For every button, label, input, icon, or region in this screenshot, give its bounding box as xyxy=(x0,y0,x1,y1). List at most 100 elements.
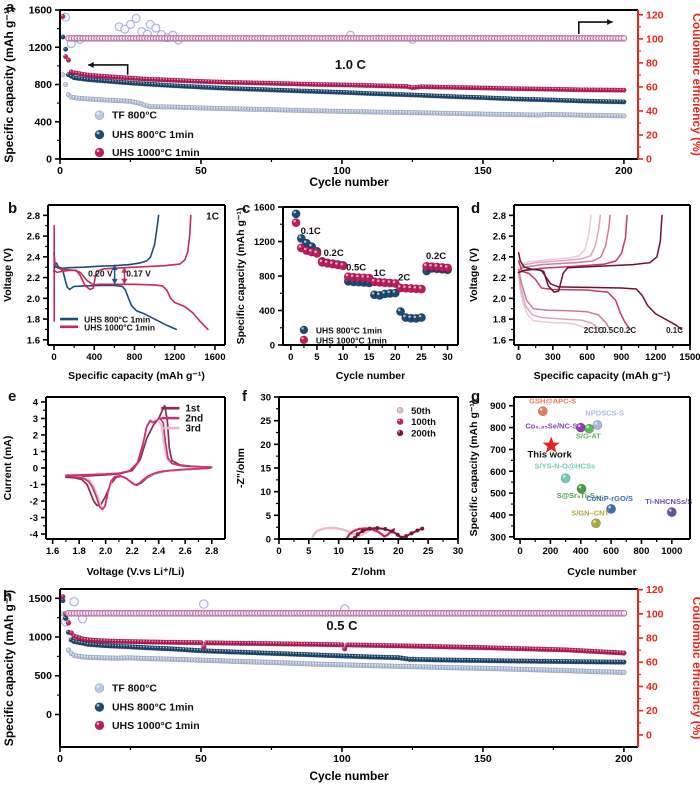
panel-e: e 1.6 1.8 2.0 2.2 2.4 2.6 2.8 -4 -3 -2 -1 0 1 2 3 4 Volt… xyxy=(0,385,233,581)
svg-text:0: 0 xyxy=(517,546,522,557)
svg-text:0: 0 xyxy=(276,546,281,557)
svg-text:120: 120 xyxy=(646,584,664,596)
svg-text:800: 800 xyxy=(127,352,143,363)
svg-text:TF 800°C: TF 800°C xyxy=(112,683,157,695)
svg-text:60: 60 xyxy=(646,657,658,669)
axes-g: 0 200 400 600 800 1000 300 400 500 600 700 800 900 Cy… xyxy=(468,396,691,578)
svg-text:500: 500 xyxy=(490,489,506,500)
svg-text:0: 0 xyxy=(46,154,52,166)
comparison-point-conip-rgo-s: CoNiP-rGO/S xyxy=(586,494,633,514)
svg-text:5: 5 xyxy=(314,352,320,363)
annotations-d: 2C 1C0.5C 0.2C 0.1C xyxy=(584,326,683,335)
svg-text:1.6: 1.6 xyxy=(46,546,59,557)
svg-text:2C: 2C xyxy=(398,272,410,283)
series-d-05c-discharge xyxy=(517,268,611,331)
series-cv-2nd xyxy=(65,417,213,511)
svg-text:1.8: 1.8 xyxy=(27,315,40,326)
series-cap-tf800 xyxy=(60,72,627,119)
panel-letter-d: d xyxy=(471,200,481,217)
series-uhs800-charge xyxy=(53,214,160,273)
axes-c: 0 5 10 15 20 25 30 0 400 800 1200 1600 Cycle number S… xyxy=(235,203,459,382)
comparison-point-npdscs-s: NPDSCS-S xyxy=(585,408,624,430)
panel-b: b 0 400 800 1200 1600 1.6 1.8 2.0 2.2 2.4 2.6 2.8 Sp… xyxy=(0,193,233,385)
series-cap-uhs800 xyxy=(60,34,627,105)
svg-text:0: 0 xyxy=(33,464,38,475)
annotations-b: 1C 0.20 V 0.17 V xyxy=(88,212,219,285)
svg-text:2C: 2C xyxy=(584,326,594,335)
panel-b-chart: 0 400 800 1200 1600 1.6 1.8 2.0 2.2 2.4 2.6 2.8 Spec… xyxy=(2,204,226,382)
panel-g-chart: GSH@APC-S NPDSCS-S Co₀.₈₅Se/NC-S S/G-AT This… xyxy=(468,396,692,578)
series-d-2c-discharge xyxy=(517,273,590,331)
svg-text:Voltage (V.vs Li⁺/Li): Voltage (V.vs Li⁺/Li) xyxy=(87,566,185,578)
panel-letter-b: b xyxy=(8,200,18,217)
series-cap-uhs1000 xyxy=(60,13,627,93)
svg-text:UHS 800°C 1min: UHS 800°C 1min xyxy=(112,702,194,714)
comparison-point-s-g-at: S/G-AT xyxy=(576,423,601,441)
svg-text:2.6: 2.6 xyxy=(493,232,506,243)
svg-text:S@Sr₉Ti₇S₂₄: S@Sr₉Ti₇S₂₄ xyxy=(557,491,602,500)
svg-text:UHS 800°C 1min: UHS 800°C 1min xyxy=(84,315,150,325)
svg-text:30: 30 xyxy=(453,546,464,557)
panel-d-chart: 0 300 600 900 1200 1500 1.6 1.8 2.0 2.2 2.4 2.6 2.8 S… xyxy=(468,204,700,382)
series-eis-100th xyxy=(345,527,396,540)
panel-a-canvas: 0 50 100 150 200 0 400 800 1200 1600 0 20 40 60 80 100 1… xyxy=(0,0,700,193)
svg-text:0.1C: 0.1C xyxy=(301,226,321,237)
svg-text:300: 300 xyxy=(490,532,506,543)
svg-text:UHS 1000°C 1min: UHS 1000°C 1min xyxy=(84,322,155,332)
series-ce-uhs1000 xyxy=(65,34,628,42)
comparison-point-s-gn-cnt: S/GN–CNT xyxy=(571,508,610,529)
svg-text:0.20 V: 0.20 V xyxy=(88,269,113,279)
svg-text:3rd: 3rd xyxy=(185,424,201,435)
svg-text:2.8: 2.8 xyxy=(205,546,218,557)
series-d-02c-discharge xyxy=(517,260,631,331)
svg-text:200th: 200th xyxy=(411,428,436,439)
series-cap-tf800-h xyxy=(60,611,627,676)
axes-f: 0 5 10 15 20 25 30 0 5 10 15 20 25 30 Z'/ohm -Z"/ohm xyxy=(235,393,463,579)
svg-text:1000: 1000 xyxy=(661,546,682,557)
panel-h-canvas: 0 50 100 150 200 0 500 1000 1500 0 20 40 60 80 100 120 C… xyxy=(0,581,700,787)
svg-text:Current (mA): Current (mA) xyxy=(2,436,14,501)
svg-text:0.5C: 0.5C xyxy=(346,263,366,274)
svg-text:900: 900 xyxy=(490,401,506,412)
svg-text:0: 0 xyxy=(646,154,652,166)
legend-h: TF 800°C UHS 800°C 1min UHS 1000°C 1min xyxy=(94,683,200,732)
svg-text:2: 2 xyxy=(33,430,38,441)
svg-text:600: 600 xyxy=(603,546,619,557)
series-cap-uhs800-h xyxy=(60,597,627,665)
plot-area-h xyxy=(59,594,628,676)
svg-text:0.2C: 0.2C xyxy=(619,326,636,335)
svg-text:2.4: 2.4 xyxy=(152,546,166,557)
plot-area-f xyxy=(311,526,425,540)
panel-a-chart: 0 50 100 150 200 0 400 800 1200 1600 0 20 40 60 80 100 1… xyxy=(2,5,700,190)
svg-text:Specific capacity (mAh g⁻¹): Specific capacity (mAh g⁻¹) xyxy=(2,590,16,746)
svg-text:2.2: 2.2 xyxy=(493,273,506,284)
panel-g: g GSH@APC-S NPDSCS-S Co₀.₈₅Se/NC-S S/G-AT Th… xyxy=(466,385,700,581)
series-eis-200th xyxy=(352,526,425,540)
panel-e-chart: 1.6 1.8 2.0 2.2 2.4 2.6 2.8 -4 -3 -2 -1 0 1 2 3 4 Voltag… xyxy=(2,396,226,578)
svg-text:2.4: 2.4 xyxy=(493,252,507,263)
svg-text:Coulombic efficiency (%): Coulombic efficiency (%) xyxy=(690,13,700,156)
svg-text:15: 15 xyxy=(363,546,374,557)
svg-text:300: 300 xyxy=(545,352,561,363)
svg-text:Specific capacity (mAh g⁻¹): Specific capacity (mAh g⁻¹) xyxy=(235,208,247,345)
svg-text:900: 900 xyxy=(613,352,629,363)
svg-text:150: 150 xyxy=(474,753,492,765)
svg-text:Z'/ohm: Z'/ohm xyxy=(352,566,386,578)
svg-text:15: 15 xyxy=(260,464,271,475)
panel-d: d 0 300 600 900 1200 1500 1.6 1.8 2.0 2.2 2.4 2.6 2.… xyxy=(466,193,700,385)
panel-h-chart: 0 50 100 150 200 0 500 1000 1500 0 20 40 60 80 100 120 C… xyxy=(2,584,700,783)
svg-text:GSH@APC-S: GSH@APC-S xyxy=(529,397,576,406)
svg-text:2.4: 2.4 xyxy=(27,252,41,263)
svg-text:NPDSCS-S: NPDSCS-S xyxy=(585,408,624,417)
svg-text:-1: -1 xyxy=(30,480,39,491)
svg-text:Ti-NHCNSs/S: Ti-NHCNSs/S xyxy=(645,497,692,506)
svg-text:400: 400 xyxy=(259,306,275,317)
series-d-1c-charge xyxy=(517,214,602,273)
svg-text:Specific capacity (mAh g⁻¹): Specific capacity (mAh g⁻¹) xyxy=(534,370,671,382)
axes-e: 1.6 1.8 2.0 2.2 2.4 2.6 2.8 -4 -3 -2 -1 0 1 2 3 4 Voltag… xyxy=(2,396,226,578)
svg-text:Cycle number: Cycle number xyxy=(309,175,389,189)
svg-text:Cycle number: Cycle number xyxy=(336,370,405,382)
svg-text:25: 25 xyxy=(416,352,427,363)
